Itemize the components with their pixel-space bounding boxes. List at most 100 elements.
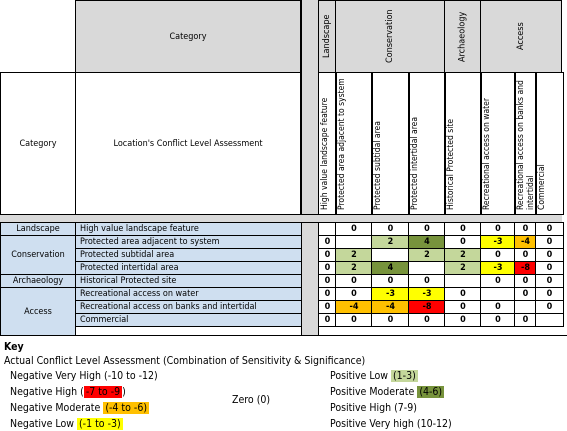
matrix-cell: 0: [480, 313, 516, 327]
row-group-archaeology: Archaeology: [0, 274, 76, 288]
matrix-cell: [408, 261, 446, 275]
key-section: Key Actual Conflict Level Assessment (Co…: [0, 335, 567, 431]
matrix-cell: 0: [444, 287, 482, 301]
key-heading: Key: [4, 341, 24, 353]
matrix-cell: 2: [335, 261, 373, 275]
row-label: High value landscape feature: [75, 222, 302, 236]
row-label: Protected subtidal area: [75, 248, 302, 262]
matrix-cell: 0: [535, 248, 564, 262]
row-label: Historical Protected site: [75, 274, 302, 288]
col-recreational-banks-header: Recreational access on banks and interti…: [514, 72, 537, 215]
key-positive-low: Positive Low (1-3): [330, 370, 418, 382]
matrix-cell: 0: [335, 313, 373, 327]
assessment-title: Location's Conflict Level Assessment: [75, 72, 301, 215]
matrix-cell: 0: [408, 274, 446, 288]
matrix-cell: 0: [335, 222, 373, 236]
matrix-cell: 2: [444, 261, 482, 275]
matrix-cell: 2: [444, 248, 482, 262]
matrix-cell: -4: [514, 235, 537, 249]
key-negative-high: Negative High (-7 to -9): [10, 386, 126, 398]
row-label: Protected intertidal area: [75, 261, 302, 275]
key-subtitle: Actual Conflict Level Assessment (Combin…: [4, 355, 366, 367]
category-top-header: Category: [75, 0, 301, 73]
swatch-negative-low: (-1 to -3): [76, 418, 123, 430]
row-label: Commercial: [75, 313, 302, 327]
swatch-negative-moderate: (-4 to -6): [103, 402, 150, 414]
category-left-header: Category: [0, 72, 76, 215]
group-header-access: Access: [480, 0, 562, 73]
matrix-cell: 0: [371, 274, 410, 288]
swatch-negative-high: -7 to -9: [83, 386, 123, 398]
matrix-cell: 0: [535, 261, 564, 275]
matrix-cell: -3: [480, 261, 516, 275]
matrix-cell: 0: [480, 300, 516, 314]
col-recreational-water-header: Recreational access on water: [480, 72, 516, 215]
matrix-cell: 2: [408, 248, 446, 262]
swatch-positive-low: (1-3): [390, 370, 418, 382]
key-negative-low: Negative Low (-1 to -3): [10, 418, 123, 430]
matrix-cell: 0: [514, 222, 537, 236]
matrix-cell: -3: [480, 235, 516, 249]
matrix-cell: 0: [444, 222, 482, 236]
group-header-landscape: Landscape: [318, 0, 336, 73]
row-group-access: Access: [0, 287, 76, 336]
matrix-cell: [514, 300, 537, 314]
matrix-cell: 4: [408, 235, 446, 249]
matrix-cell: 0: [480, 274, 516, 288]
matrix-cell: [480, 287, 516, 301]
category-top-label: Category: [169, 31, 207, 42]
matrix-cell: -4: [335, 300, 373, 314]
assessment-title-text: Location's Conflict Level Assessment: [113, 138, 263, 149]
matrix-cell: 0: [444, 235, 482, 249]
row-label: Recreational access on water: [75, 287, 302, 301]
key-zero: Zero (0): [232, 394, 271, 406]
matrix-cell: 0: [535, 287, 564, 301]
matrix-cell: -4: [371, 300, 410, 314]
col-protected-adjacent-header: Protected area adjacent to system: [335, 72, 373, 215]
matrix-cell: -8: [408, 300, 446, 314]
separator-column: [301, 0, 319, 336]
matrix-cell: 0: [335, 274, 373, 288]
matrix-cell: 0: [408, 313, 446, 327]
matrix-cell: 0: [535, 235, 564, 249]
matrix-cell: [371, 248, 410, 262]
col-protected-intertidal-header: Protected intertidal area: [408, 72, 446, 215]
row-label: Recreational access on banks and interti…: [75, 300, 302, 314]
matrix-cell: 2: [371, 235, 410, 249]
group-header-conservation: Conservation: [335, 0, 445, 73]
row-group-conservation: Conservation: [0, 235, 76, 275]
matrix-cell: 0: [514, 313, 537, 327]
key-negative-very-high: Negative Very High (-10 to -12): [10, 370, 158, 382]
matrix-cell: 0: [514, 287, 537, 301]
category-left-label: Category: [19, 138, 57, 149]
matrix-cell: 0: [480, 222, 516, 236]
group-header-archaeology: Archaeology: [444, 0, 481, 73]
matrix-cell: 2: [335, 248, 373, 262]
matrix-cell: 0: [535, 222, 564, 236]
matrix-cell: -8: [514, 261, 537, 275]
matrix-cell: [535, 313, 564, 327]
matrix-cell: 0: [371, 222, 410, 236]
key-positive-high: Positive High (7-9): [330, 402, 417, 414]
row-label: Protected area adjacent to system: [75, 235, 302, 249]
matrix-cell: 4: [371, 261, 410, 275]
col-historical-site-header: Historical Protected site: [444, 72, 482, 215]
swatch-positive-moderate: (4-6): [417, 386, 445, 398]
key-negative-moderate: Negative Moderate (-4 to -6): [10, 402, 150, 414]
matrix-cell: 0: [335, 287, 373, 301]
matrix-cell: [335, 235, 373, 249]
matrix-cell: 0: [371, 313, 410, 327]
matrix-cell: -3: [408, 287, 446, 301]
matrix-cell: [444, 274, 482, 288]
matrix-cell: 0: [535, 274, 564, 288]
col-commercial-header: Commercial: [535, 72, 564, 215]
matrix-cell: -3: [371, 287, 410, 301]
matrix-cell: 0: [480, 248, 516, 262]
matrix-cell: 0: [514, 274, 537, 288]
key-positive-moderate: Positive Moderate (4-6): [330, 386, 445, 398]
matrix-cell: 0: [514, 248, 537, 262]
col-protected-subtidal-header: Protected subtidal area: [371, 72, 410, 215]
row-group-landscape: Landscape: [0, 222, 76, 236]
matrix-cell: 0: [535, 300, 564, 314]
key-positive-very-high: Positive Very high (10-12): [330, 418, 452, 430]
